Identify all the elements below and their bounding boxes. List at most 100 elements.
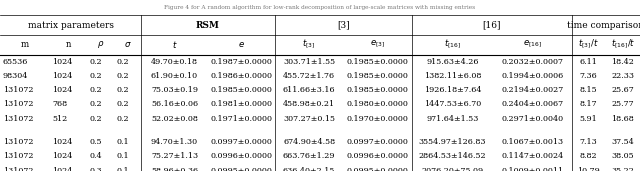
Text: 18.68: 18.68: [612, 115, 634, 123]
Text: $t_{[16]}/t$: $t_{[16]}/t$: [611, 38, 635, 51]
Text: 768: 768: [52, 100, 67, 108]
Text: [3]: [3]: [337, 21, 349, 30]
Text: 0.4: 0.4: [90, 152, 102, 160]
Text: 98304: 98304: [3, 72, 28, 80]
Text: 131072: 131072: [3, 100, 33, 108]
Text: matrix parameters: matrix parameters: [28, 21, 113, 30]
Text: 1447.53±6.70: 1447.53±6.70: [424, 100, 481, 108]
Text: [16]: [16]: [483, 21, 501, 30]
Text: 8.17: 8.17: [580, 100, 598, 108]
Text: 7.13: 7.13: [580, 138, 598, 146]
Text: $t_{[16]}$: $t_{[16]}$: [444, 38, 461, 51]
Text: 512: 512: [52, 115, 67, 123]
Text: 0.2: 0.2: [116, 58, 129, 66]
Text: 0.1981±0.0000: 0.1981±0.0000: [211, 100, 273, 108]
Text: 25.77: 25.77: [612, 100, 634, 108]
Text: $\rho$: $\rho$: [97, 39, 104, 50]
Text: 22.33: 22.33: [611, 72, 634, 80]
Text: 0.2971±0.0040: 0.2971±0.0040: [501, 115, 563, 123]
Text: 5.91: 5.91: [580, 115, 598, 123]
Text: 49.70±0.18: 49.70±0.18: [151, 58, 198, 66]
Text: 0.1985±0.0000: 0.1985±0.0000: [211, 86, 273, 94]
Text: 674.90±4.58: 674.90±4.58: [283, 138, 335, 146]
Text: 131072: 131072: [3, 115, 33, 123]
Text: $e_{[3]}$: $e_{[3]}$: [370, 39, 385, 50]
Text: 0.1987±0.0000: 0.1987±0.0000: [211, 58, 273, 66]
Text: 61.90±0.10: 61.90±0.10: [151, 72, 198, 80]
Text: 0.2: 0.2: [116, 86, 129, 94]
Text: 37.54: 37.54: [612, 138, 634, 146]
Text: 131072: 131072: [3, 167, 33, 171]
Text: 52.02±0.08: 52.02±0.08: [151, 115, 198, 123]
Text: 0.1: 0.1: [116, 138, 129, 146]
Text: 18.42: 18.42: [611, 58, 634, 66]
Text: 0.1985±0.0000: 0.1985±0.0000: [346, 72, 408, 80]
Text: 0.2: 0.2: [116, 100, 129, 108]
Text: 1926.18±7.64: 1926.18±7.64: [424, 86, 481, 94]
Text: 0.1: 0.1: [116, 167, 129, 171]
Text: 3554.97±126.83: 3554.97±126.83: [419, 138, 486, 146]
Text: Figure 4 for A random algorithm for low-rank decomposition of large-scale matric: Figure 4 for A random algorithm for low-…: [164, 5, 476, 10]
Text: 0.1009±0.0011: 0.1009±0.0011: [501, 167, 563, 171]
Text: 0.0997±0.0000: 0.0997±0.0000: [211, 138, 273, 146]
Text: 0.5: 0.5: [90, 138, 102, 146]
Text: 0.1986±0.0000: 0.1986±0.0000: [211, 72, 273, 80]
Text: 307.27±0.15: 307.27±0.15: [283, 115, 335, 123]
Text: m: m: [20, 40, 29, 49]
Text: 455.72±1.76: 455.72±1.76: [283, 72, 335, 80]
Text: 35.22: 35.22: [611, 167, 634, 171]
Text: 8.15: 8.15: [580, 86, 598, 94]
Text: 58.96±0.36: 58.96±0.36: [151, 167, 198, 171]
Text: 2864.53±146.52: 2864.53±146.52: [419, 152, 486, 160]
Text: 131072: 131072: [3, 138, 33, 146]
Text: 0.0995±0.0000: 0.0995±0.0000: [211, 167, 273, 171]
Text: 0.2194±0.0027: 0.2194±0.0027: [501, 86, 563, 94]
Text: 1024: 1024: [52, 72, 72, 80]
Text: 0.1147±0.0024: 0.1147±0.0024: [501, 152, 563, 160]
Text: 915.63±4.26: 915.63±4.26: [426, 58, 479, 66]
Text: 38.05: 38.05: [612, 152, 634, 160]
Text: $t_{[3]}/t$: $t_{[3]}/t$: [579, 38, 599, 51]
Text: 7.36: 7.36: [580, 72, 598, 80]
Text: $e_{[16]}$: $e_{[16]}$: [523, 39, 542, 50]
Text: 2076.20±75.09: 2076.20±75.09: [421, 167, 483, 171]
Text: 1024: 1024: [52, 86, 72, 94]
Text: 1024: 1024: [52, 167, 72, 171]
Text: 56.16±0.06: 56.16±0.06: [151, 100, 198, 108]
Text: 611.66±3.16: 611.66±3.16: [283, 86, 335, 94]
Text: 0.0997±0.0000: 0.0997±0.0000: [346, 138, 408, 146]
Text: $e$: $e$: [238, 40, 245, 49]
Text: 0.1970±0.0000: 0.1970±0.0000: [346, 115, 408, 123]
Text: RSM: RSM: [196, 21, 220, 30]
Text: 0.1994±0.0006: 0.1994±0.0006: [501, 72, 563, 80]
Text: 25.67: 25.67: [612, 86, 634, 94]
Text: 0.1980±0.0000: 0.1980±0.0000: [346, 100, 408, 108]
Text: 0.2032±0.0007: 0.2032±0.0007: [501, 58, 563, 66]
Text: 0.1985±0.0000: 0.1985±0.0000: [346, 86, 408, 94]
Text: 0.0995±0.0000: 0.0995±0.0000: [346, 167, 408, 171]
Text: 0.2: 0.2: [90, 100, 102, 108]
Text: 0.3: 0.3: [90, 167, 102, 171]
Text: 65536: 65536: [3, 58, 28, 66]
Text: 131072: 131072: [3, 152, 33, 160]
Text: 0.2: 0.2: [116, 115, 129, 123]
Text: n: n: [66, 40, 71, 49]
Text: 0.1971±0.0000: 0.1971±0.0000: [211, 115, 273, 123]
Text: 0.1067±0.0013: 0.1067±0.0013: [501, 138, 563, 146]
Text: 0.2: 0.2: [90, 115, 102, 123]
Text: $t$: $t$: [172, 39, 177, 50]
Text: 75.03±0.19: 75.03±0.19: [151, 86, 198, 94]
Text: 8.82: 8.82: [580, 152, 598, 160]
Text: 636.40±2.15: 636.40±2.15: [283, 167, 335, 171]
Text: 0.2404±0.0067: 0.2404±0.0067: [501, 100, 563, 108]
Text: $\sigma$: $\sigma$: [124, 40, 131, 49]
Text: 971.64±1.53: 971.64±1.53: [426, 115, 479, 123]
Text: 0.0996±0.0000: 0.0996±0.0000: [211, 152, 273, 160]
Text: 1382.11±6.08: 1382.11±6.08: [424, 72, 481, 80]
Text: 458.98±0.21: 458.98±0.21: [283, 100, 335, 108]
Text: 0.2: 0.2: [90, 58, 102, 66]
Text: 1024: 1024: [52, 152, 72, 160]
Text: 6.11: 6.11: [580, 58, 598, 66]
Text: 0.2: 0.2: [90, 72, 102, 80]
Text: time comparison: time comparison: [567, 21, 640, 30]
